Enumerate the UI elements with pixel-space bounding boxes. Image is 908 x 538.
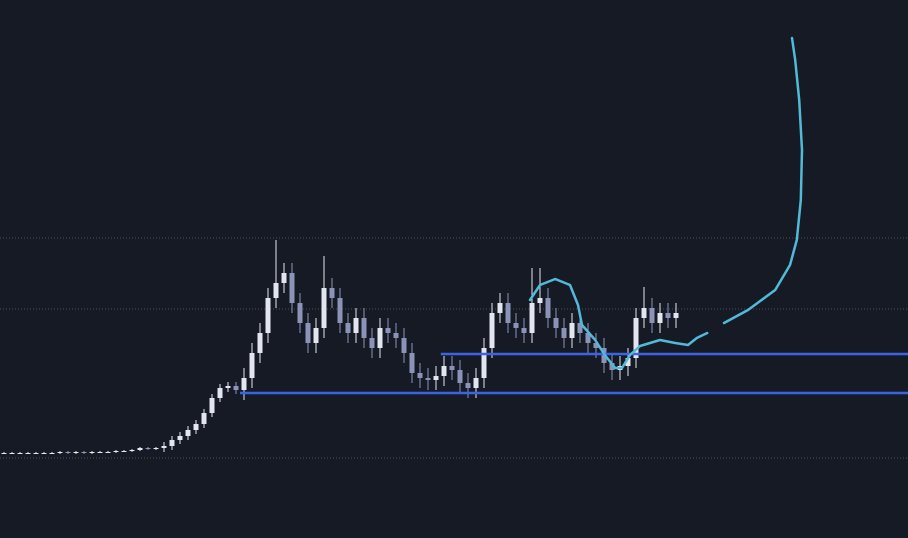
candle-body — [393, 333, 399, 338]
candle-body — [305, 323, 311, 343]
candle-body — [409, 353, 415, 373]
candle-body — [241, 378, 247, 390]
candle-body — [289, 273, 295, 303]
candle-body — [553, 318, 559, 328]
candle-body — [545, 298, 551, 318]
candle-body — [633, 318, 639, 358]
candle-body — [201, 413, 207, 424]
candle-body — [89, 452, 95, 453]
candle-body — [321, 288, 327, 328]
candle-body — [561, 328, 567, 338]
candle-body — [673, 313, 679, 318]
candle-body — [1, 453, 7, 454]
candle-body — [329, 288, 335, 298]
candle-body — [489, 313, 495, 348]
candle-body — [265, 298, 271, 333]
candle-body — [465, 383, 471, 388]
candle-body — [505, 303, 511, 323]
candle-body — [105, 452, 111, 453]
candle-body — [73, 452, 79, 453]
candle-body — [297, 303, 303, 323]
candle-body — [57, 452, 63, 453]
candle-body — [33, 453, 39, 454]
candle-body — [129, 450, 135, 451]
candle-body — [97, 452, 103, 453]
candle-body — [153, 448, 159, 449]
candle-body — [81, 452, 87, 453]
candle-body — [313, 328, 319, 343]
candle-body — [353, 318, 359, 333]
candle-body — [513, 323, 519, 328]
candle-body — [113, 451, 119, 452]
candle-body — [665, 313, 671, 318]
candle-body — [273, 283, 279, 298]
candle-body — [41, 453, 47, 454]
candle-body — [521, 328, 527, 333]
candle-body — [121, 451, 127, 452]
candle-body — [169, 440, 175, 446]
candle-body — [433, 376, 439, 380]
candle-body — [569, 323, 575, 338]
candle-body — [377, 328, 383, 348]
candle-body — [449, 366, 455, 370]
candle-body — [49, 453, 55, 454]
candle-body — [361, 318, 367, 338]
candle-body — [401, 338, 407, 353]
candle-body — [625, 358, 631, 366]
candle-body — [25, 453, 31, 454]
candle-body — [161, 446, 167, 448]
candle-body — [345, 323, 351, 333]
candle-body — [193, 424, 199, 430]
candle-body — [537, 298, 543, 303]
candle-body — [441, 366, 447, 376]
candle-body — [417, 373, 423, 378]
candle-body — [457, 370, 463, 383]
candle-body — [649, 308, 655, 323]
candle-body — [473, 378, 479, 388]
candle-body — [233, 386, 239, 390]
candle-body — [145, 448, 151, 449]
candle-body — [209, 398, 215, 413]
candle-body — [593, 343, 599, 348]
candle-body — [9, 453, 15, 454]
candle-body — [497, 303, 503, 313]
candle-body — [369, 338, 375, 348]
candle-body — [585, 333, 591, 343]
candle-body — [281, 273, 287, 283]
candle-body — [337, 298, 343, 323]
candle-body — [385, 328, 391, 333]
candle-body — [657, 313, 663, 323]
drawn-curve — [528, 36, 804, 370]
candle-body — [225, 386, 231, 388]
candle-body — [577, 323, 583, 333]
candle-body — [481, 348, 487, 378]
candle-body — [17, 453, 23, 454]
candle-body — [65, 452, 71, 453]
candle-body — [217, 388, 223, 398]
candle-body — [529, 303, 535, 333]
candle-body — [137, 448, 143, 450]
candle-body — [425, 378, 431, 380]
candle-body — [609, 363, 615, 370]
candle-body — [257, 333, 263, 353]
candle-body — [185, 430, 191, 436]
candle-body — [249, 353, 255, 378]
candle-body — [641, 308, 647, 318]
candle-body — [177, 436, 183, 440]
